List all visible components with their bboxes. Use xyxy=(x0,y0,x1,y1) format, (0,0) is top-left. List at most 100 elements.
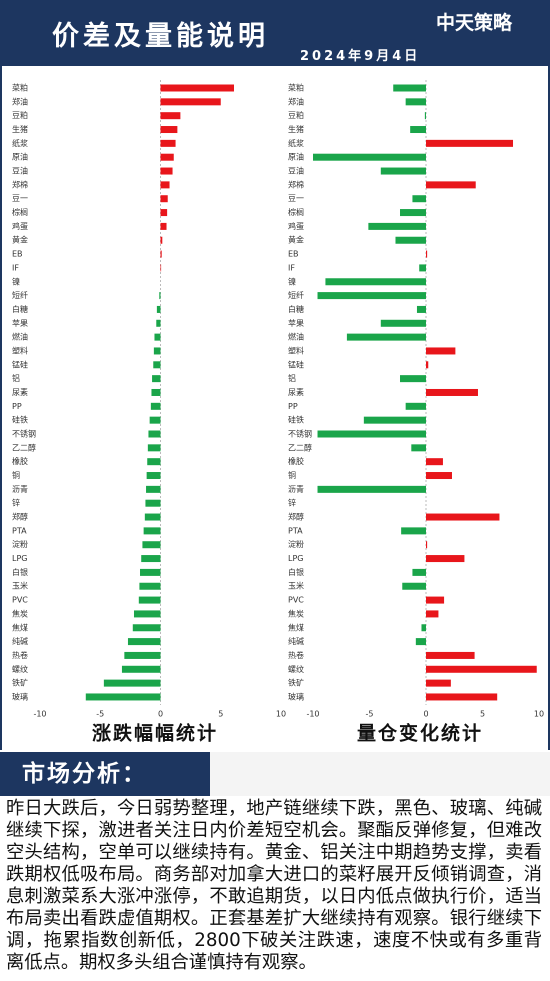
bar xyxy=(144,513,161,521)
bar xyxy=(401,527,426,535)
bar xyxy=(160,153,174,161)
bar xyxy=(127,638,161,646)
category-label: 淀粉 xyxy=(288,539,304,549)
category-label: IF xyxy=(12,263,19,272)
category-label: 郑醇 xyxy=(12,512,28,522)
category-label: 短纤 xyxy=(12,290,28,300)
category-label: PTA xyxy=(288,526,303,535)
bar xyxy=(325,278,426,286)
category-label: 白银 xyxy=(288,567,304,577)
bar xyxy=(153,361,161,369)
date: 2024年9月4日 xyxy=(300,49,421,64)
category-label: 郑棉 xyxy=(288,179,304,189)
category-label: 纯碱 xyxy=(288,636,304,646)
category-label: 沥青 xyxy=(12,484,28,494)
category-label: 原油 xyxy=(288,152,304,162)
bar xyxy=(138,596,161,604)
category-label: 纸浆 xyxy=(12,138,28,148)
category-label: 淀粉 xyxy=(12,539,28,549)
category-label: 豆一 xyxy=(288,194,304,203)
bar xyxy=(426,388,478,396)
category-label: 豆油 xyxy=(288,166,304,176)
bar xyxy=(412,568,426,576)
category-label: 锰硅 xyxy=(12,359,28,369)
category-label: LPG xyxy=(12,554,27,563)
bar xyxy=(139,582,161,590)
bar xyxy=(317,485,426,493)
bar xyxy=(426,679,451,687)
category-label: 纸浆 xyxy=(288,138,304,148)
analysis-heading: 市场分析： xyxy=(0,752,210,796)
bar xyxy=(426,541,428,549)
bar xyxy=(402,582,426,590)
bar xyxy=(380,167,426,175)
chart-frame xyxy=(0,66,550,750)
bar xyxy=(426,596,445,604)
bar xyxy=(103,679,161,687)
analysis-text: 昨日大跌后，今日弱势整理，地产链继续下跌，黑色、玻璃、纯碱继续下探，激进者关注日… xyxy=(6,798,542,973)
category-label: 豆粕 xyxy=(12,110,28,120)
bar xyxy=(160,236,163,244)
bar xyxy=(313,153,426,161)
category-label: 焦煤 xyxy=(12,622,28,632)
category-label: 鸡蛋 xyxy=(12,221,28,231)
category-label: LPG xyxy=(288,554,303,563)
category-label: 尿素 xyxy=(288,387,304,397)
bar xyxy=(426,513,500,521)
bar xyxy=(426,610,439,618)
bar xyxy=(405,402,426,410)
category-label: PP xyxy=(12,402,22,411)
bar xyxy=(400,209,426,217)
bar xyxy=(426,651,475,659)
category-label: 玻璃 xyxy=(12,691,28,701)
category-label: 不锈钢 xyxy=(288,429,312,439)
bar xyxy=(147,444,161,452)
bar xyxy=(149,416,161,424)
bar xyxy=(152,375,161,383)
category-label: 铝 xyxy=(288,373,296,383)
bar xyxy=(160,181,170,189)
bar xyxy=(346,333,426,341)
category-label: 生猪 xyxy=(12,124,28,134)
category-label: 豆油 xyxy=(12,166,28,176)
bar xyxy=(426,139,514,147)
bar xyxy=(121,665,161,673)
bar xyxy=(426,458,443,466)
category-label: 铜 xyxy=(288,470,296,480)
bar xyxy=(85,693,161,701)
x-tick-label: -5 xyxy=(366,710,374,719)
x-tick-label: -10 xyxy=(306,710,319,719)
bar xyxy=(124,651,161,659)
category-label: 沥青 xyxy=(288,484,304,494)
x-tick-label: -5 xyxy=(96,710,104,719)
bar xyxy=(159,292,161,300)
bar xyxy=(160,139,176,147)
chart-title: 涨跌幅幅统计 xyxy=(92,722,218,745)
category-label: 塑料 xyxy=(12,345,28,355)
bar xyxy=(151,388,161,396)
category-label: PVC xyxy=(12,596,28,605)
category-label: 白糖 xyxy=(288,304,304,314)
category-label: 焦炭 xyxy=(288,608,304,618)
x-tick-label: 10 xyxy=(276,710,286,719)
x-tick-label: 10 xyxy=(534,710,544,719)
category-label: 黄金 xyxy=(12,235,28,245)
category-label: 玉米 xyxy=(288,581,304,591)
bar xyxy=(410,126,426,134)
bar xyxy=(140,568,161,576)
bar xyxy=(160,126,178,134)
category-label: 乙二醇 xyxy=(288,442,312,452)
bar xyxy=(411,444,426,452)
bar xyxy=(380,319,426,327)
bar xyxy=(426,555,465,563)
category-label: 硅铁 xyxy=(288,415,304,425)
category-label: 郑油 xyxy=(288,96,304,106)
bar xyxy=(132,624,161,632)
bar xyxy=(426,472,452,480)
category-label: 郑棉 xyxy=(12,179,28,189)
category-label: PVC xyxy=(288,596,304,605)
bar xyxy=(419,264,426,272)
category-label: 橡胶 xyxy=(288,456,304,466)
category-label: 镍 xyxy=(288,276,296,286)
category-label: 苹果 xyxy=(288,318,304,328)
